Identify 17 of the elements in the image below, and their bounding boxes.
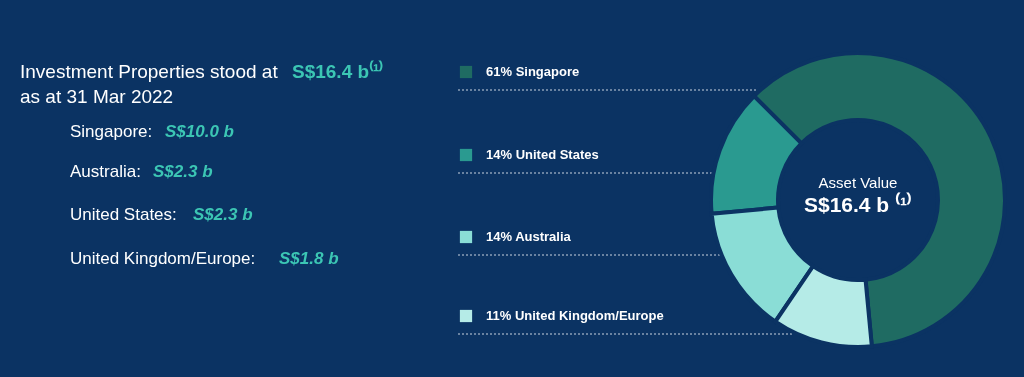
text: United Kingdom/Europe:: [70, 249, 256, 268]
text: Asset Value: [818, 174, 898, 191]
text: S$2.3 b: [193, 205, 253, 224]
legend-label: 61% Singapore: [486, 64, 580, 79]
text: as at 31 Mar 2022: [20, 86, 174, 107]
text: S$10.0 b: [165, 122, 234, 141]
text: S$1.8 b: [279, 249, 339, 268]
legend-label: 14% Australia: [486, 229, 572, 244]
text: Australia:: [70, 162, 141, 181]
text: S$16.4 b⁽¹⁾: [292, 60, 384, 82]
text: Singapore:: [70, 122, 153, 141]
legend-label: 11% United Kingdom/Europe: [486, 308, 664, 323]
text: S$16.4 b ⁽¹⁾: [803, 192, 913, 216]
text: United States:: [70, 205, 177, 224]
text: S$2.3 b: [153, 162, 213, 181]
text: Investment Properties stood at: [20, 61, 279, 82]
legend-label: 14% United States: [486, 147, 599, 162]
